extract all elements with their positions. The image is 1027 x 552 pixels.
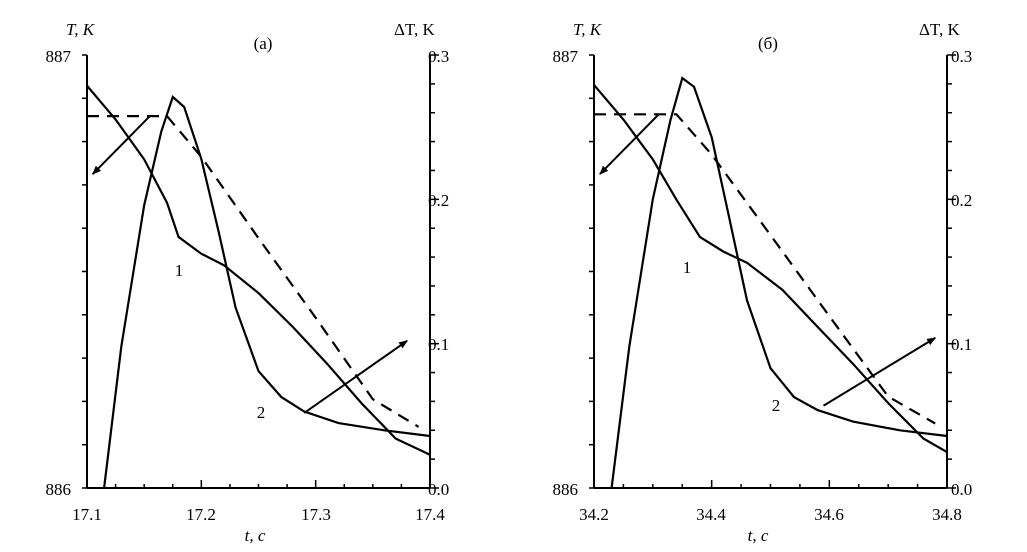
panel-b-left-axis-label: T, K xyxy=(573,20,603,39)
panel-b-y-left-tick-bottom: 886 xyxy=(553,480,579,499)
panel-b-right-axis-label: ΔT, K xyxy=(919,20,961,39)
panel-b-dashed-line xyxy=(594,113,936,425)
panel-b-curve-label-2: 2 xyxy=(772,396,781,415)
panel-a-y-left-tick-bottom: 886 xyxy=(46,480,72,499)
panel-a-x-tick-1: 17.2 xyxy=(186,505,216,524)
plot-layer xyxy=(82,54,956,489)
panel-a-y-left-tick-top: 887 xyxy=(46,47,72,66)
panel-b-arrow-2 xyxy=(822,337,937,407)
panel-a-x-axis-label: t, с xyxy=(245,526,266,545)
panel-a-arrow-2 xyxy=(303,339,408,414)
panel-a-curve-1 xyxy=(86,84,431,456)
panel-b-curve-2 xyxy=(610,76,948,489)
panel-a-left-axis-label: T, K xyxy=(66,20,96,39)
panel-a-curve-label-2: 2 xyxy=(257,403,266,422)
panel-b-x-axis-label: t, с xyxy=(748,526,769,545)
panel-a-y-right-tick-1: 0.1 xyxy=(428,335,449,354)
panel-a-title: (а) xyxy=(254,34,273,53)
panel-a-right-axis-label: ΔT, K xyxy=(394,20,436,39)
panel-a-y-right-tick-2: 0.2 xyxy=(428,191,449,210)
panel-a-x-tick-3: 17.4 xyxy=(415,505,445,524)
panel-b-curve-1 xyxy=(593,84,948,454)
panel-a-curve-label-1: 1 xyxy=(175,261,184,280)
panel-b-x-tick-3: 34.8 xyxy=(932,505,962,524)
panel-b-title: (б) xyxy=(758,34,778,53)
panel-a: (а) T, K ΔT, K t, с 887 886 0.0 0.1 0.2 … xyxy=(46,20,450,545)
panel-b-x-tick-0: 34.2 xyxy=(579,505,609,524)
panel-a-x-tick-2: 17.3 xyxy=(301,505,331,524)
panel-b-y-right-tick-1: 0.1 xyxy=(951,335,972,354)
panel-b-y-right-tick-3: 0.3 xyxy=(951,47,972,66)
panel-b-x-tick-1: 34.4 xyxy=(696,505,726,524)
panel-a-y-right-tick-0: 0.0 xyxy=(428,480,449,499)
panel-b-x-tick-2: 34.6 xyxy=(814,505,844,524)
panel-a-dashed-line xyxy=(87,114,420,428)
panel-a-curve-2 xyxy=(103,94,431,489)
panel-b-arrow-1 xyxy=(599,113,660,175)
panel-a-x-tick-0: 17.1 xyxy=(72,505,102,524)
panel-b: (б) T, K ΔT, K t, с 887 886 0.0 0.1 0.2 … xyxy=(553,20,973,545)
panel-a-y-right-tick-3: 0.3 xyxy=(428,47,449,66)
panel-a-arrow-1 xyxy=(92,115,151,175)
panel-b-y-left-tick-top: 887 xyxy=(553,47,579,66)
panel-b-curve-label-1: 1 xyxy=(683,258,692,277)
panel-b-y-right-tick-0: 0.0 xyxy=(951,480,972,499)
panel-b-y-right-tick-2: 0.2 xyxy=(951,191,972,210)
